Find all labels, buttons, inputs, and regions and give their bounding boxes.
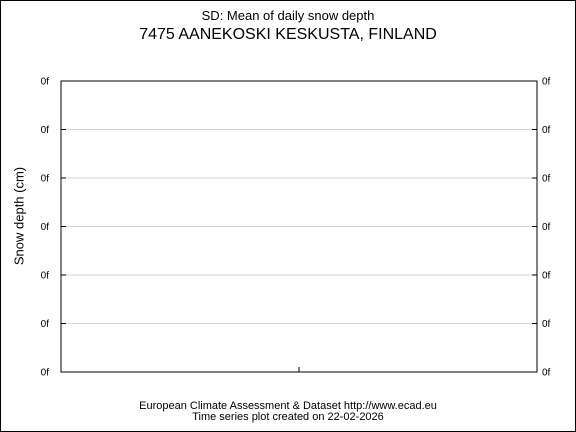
y-tick-label-left: 0f bbox=[41, 77, 50, 88]
footer-source: European Climate Assessment & Dataset ht… bbox=[139, 400, 437, 412]
y-tick-label-right: 0f bbox=[542, 125, 551, 136]
y-tick-label-left: 0f bbox=[41, 368, 50, 379]
chart-title: SD: Mean of daily snow depth bbox=[201, 8, 375, 23]
y-tick-label-right: 0f bbox=[542, 174, 551, 185]
y-tick-label-left: 0f bbox=[41, 271, 50, 282]
chart-subtitle: 7475 AANEKOSKI KESKUSTA, FINLAND bbox=[139, 26, 437, 43]
plot-border bbox=[60, 80, 538, 373]
y-tick-label-left: 0f bbox=[41, 125, 50, 136]
y-tick-label-right: 0f bbox=[542, 271, 551, 282]
y-tick-label-right: 0f bbox=[542, 222, 551, 233]
footer-created: Time series plot created on 22-02-2026 bbox=[192, 411, 384, 423]
y-tick-label-left: 0f bbox=[41, 319, 50, 330]
y-tick-label-right: 0f bbox=[542, 368, 551, 379]
y-tick-label-right: 0f bbox=[542, 77, 551, 88]
y-tick-label-right: 0f bbox=[542, 319, 551, 330]
y-tick-label-left: 0f bbox=[41, 174, 50, 185]
y-tick-label-left: 0f bbox=[41, 222, 50, 233]
